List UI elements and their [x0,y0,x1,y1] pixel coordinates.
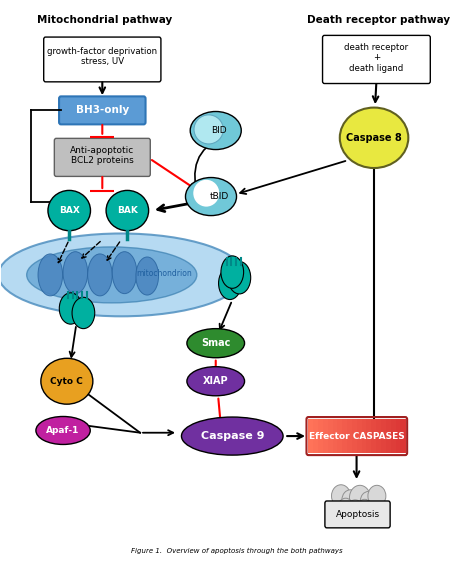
FancyBboxPatch shape [59,96,146,125]
Ellipse shape [194,115,223,144]
FancyBboxPatch shape [313,419,319,453]
Text: Cyto C: Cyto C [51,377,83,386]
Text: BAX: BAX [59,206,80,215]
FancyBboxPatch shape [333,419,338,453]
Ellipse shape [190,112,241,150]
Ellipse shape [36,416,90,444]
Text: mitochondrion: mitochondrion [136,269,191,278]
FancyBboxPatch shape [362,419,367,453]
Ellipse shape [187,367,245,396]
Ellipse shape [228,261,251,294]
Ellipse shape [182,417,283,455]
Ellipse shape [88,254,112,296]
FancyBboxPatch shape [401,419,406,453]
Text: Caspase 8: Caspase 8 [346,133,402,143]
FancyBboxPatch shape [323,419,328,453]
FancyBboxPatch shape [44,37,161,82]
Text: Caspase 9: Caspase 9 [201,431,264,441]
FancyBboxPatch shape [352,419,357,453]
FancyBboxPatch shape [337,419,343,453]
Ellipse shape [185,177,237,215]
FancyBboxPatch shape [347,419,353,453]
Ellipse shape [0,233,244,316]
Ellipse shape [41,358,93,404]
Ellipse shape [59,293,82,324]
Ellipse shape [38,254,63,296]
FancyBboxPatch shape [342,419,347,453]
FancyBboxPatch shape [328,419,333,453]
FancyBboxPatch shape [55,139,150,176]
Ellipse shape [48,190,91,231]
Text: Smac: Smac [201,338,230,348]
Text: BAK: BAK [117,206,138,215]
Ellipse shape [106,190,149,231]
Text: Mitochondrial pathway: Mitochondrial pathway [37,15,172,25]
Text: Apoptosis: Apoptosis [336,510,380,519]
Text: BH3-only: BH3-only [76,105,129,116]
Text: Death receptor pathway: Death receptor pathway [307,15,450,25]
Text: XIAP: XIAP [203,376,228,386]
Ellipse shape [331,485,350,507]
Ellipse shape [357,499,372,517]
FancyBboxPatch shape [371,419,377,453]
Ellipse shape [342,490,359,510]
FancyBboxPatch shape [325,501,390,528]
Ellipse shape [360,491,376,511]
Ellipse shape [368,485,386,507]
Text: death receptor
+
death ligand: death receptor + death ligand [344,43,409,73]
FancyBboxPatch shape [322,35,430,84]
Text: tBID: tBID [210,192,228,201]
Text: Apaf-1: Apaf-1 [46,426,80,435]
Ellipse shape [136,257,158,295]
Ellipse shape [193,180,219,206]
Text: Figure 1.  Overview of apoptosis through the both pathways: Figure 1. Overview of apoptosis through … [131,548,343,554]
Ellipse shape [221,256,244,288]
Ellipse shape [338,498,353,516]
FancyBboxPatch shape [309,419,314,453]
FancyBboxPatch shape [381,419,386,453]
Ellipse shape [346,500,364,520]
Text: BID: BID [211,126,227,135]
Ellipse shape [219,267,241,300]
FancyBboxPatch shape [357,419,362,453]
Ellipse shape [27,247,197,303]
FancyBboxPatch shape [376,419,382,453]
Ellipse shape [72,297,95,329]
Text: Anti-apoptotic
BCL2 proteins: Anti-apoptotic BCL2 proteins [70,146,135,165]
Ellipse shape [349,485,370,510]
Ellipse shape [187,329,245,358]
Ellipse shape [340,108,408,168]
Text: Effector CASPASES: Effector CASPASES [309,431,405,440]
FancyBboxPatch shape [391,419,396,453]
FancyBboxPatch shape [386,419,391,453]
Ellipse shape [63,252,88,293]
FancyBboxPatch shape [396,419,401,453]
FancyBboxPatch shape [366,419,372,453]
FancyBboxPatch shape [318,419,323,453]
Text: growth-factor deprivation
stress, UV: growth-factor deprivation stress, UV [47,47,157,66]
Ellipse shape [112,252,137,293]
